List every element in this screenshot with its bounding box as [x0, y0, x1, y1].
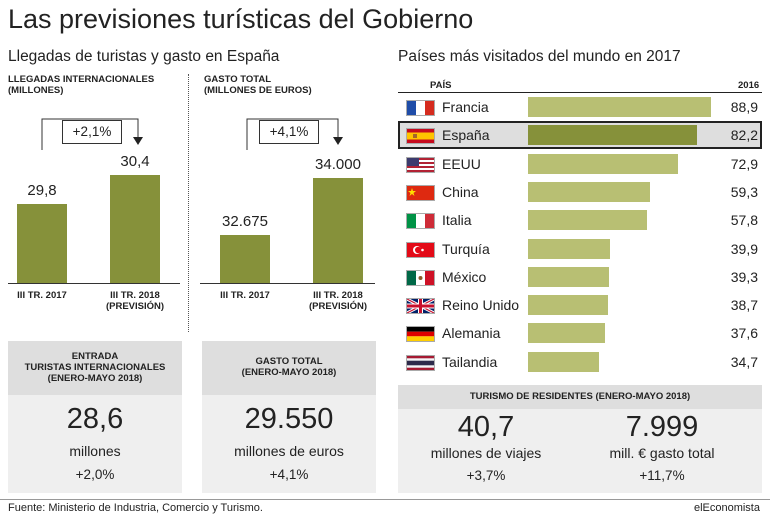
ranking-row: Alemania 37,6 — [398, 319, 762, 348]
ranking-country-label: Alemania — [442, 325, 501, 342]
summary-entrada-change: +2,0% — [75, 467, 115, 482]
column-divider — [188, 74, 189, 332]
page-title: Las previsiones turísticas del Gobierno — [8, 4, 474, 34]
summary-gasto-change: +4,1% — [269, 467, 309, 482]
ranking-row: Italia 57,8 — [398, 206, 762, 235]
chart-gasto-bar-2017 — [220, 235, 270, 283]
chart-llegadas-bar-2018 — [110, 175, 160, 283]
ranking-row: México 39,3 — [398, 262, 762, 291]
ranking-bar — [528, 238, 611, 259]
ranking-row: China 59,3 — [398, 177, 762, 206]
chart-gasto-title: GASTO TOTAL (MILLONES DE EUROS) — [204, 74, 312, 96]
ranking-bar — [528, 351, 600, 372]
ranking-value-label: 72,9 — [730, 155, 758, 172]
summary-gasto-title: GASTO TOTAL (ENERO-MAYO 2018) — [241, 356, 337, 378]
summary-gasto: GASTO TOTAL (ENERO-MAYO 2018) 29.550 mil… — [202, 341, 376, 493]
ranking-bar — [528, 153, 679, 174]
summary-gastototal-unit: mill. € gasto total — [609, 445, 715, 461]
chart-llegadas-baseline — [8, 283, 180, 284]
ranking-bar — [528, 125, 698, 146]
summary-entrada-title: ENTRADA TURISTAS INTERNACIONALES (ENERO-… — [24, 351, 166, 384]
summary-residentes-title: TURISMO DE RESIDENTES (ENERO-MAYO 2018) — [469, 391, 691, 402]
chart-gasto-xlabel-2018: III TR. 2018 (PREVISIÓN) — [308, 290, 368, 312]
summary-viajes-change: +3,7% — [466, 468, 506, 483]
ranking-bar — [528, 266, 609, 287]
ranking-bar — [528, 181, 651, 202]
germany-flag-icon — [406, 326, 435, 343]
chart-llegadas-title: LLEGADAS INTERNACIONALES (MILLONES) — [8, 74, 155, 96]
ranking-row: Tailandia 34,7 — [398, 347, 762, 376]
chart-gasto-value-2018: 34.000 — [315, 156, 361, 173]
ranking-value-label: 37,6 — [730, 325, 758, 342]
chart-llegadas-bar-2017 — [17, 204, 67, 283]
ranking-header-country: PAÍS — [430, 80, 452, 91]
ranking-country-label: España — [442, 127, 490, 144]
ranking-country-label: Turquía — [442, 240, 490, 257]
chart-llegadas-change: +2,1% — [62, 120, 122, 144]
source-note: Fuente: Ministerio de Industria, Comerci… — [8, 502, 263, 514]
chart-gasto-xlabel-2017: III TR. 2017 — [220, 290, 270, 301]
ranking-value-label: 39,3 — [730, 268, 758, 285]
france-flag-icon — [406, 100, 435, 116]
ranking-bar — [528, 295, 608, 316]
chart-gasto-connector — [246, 118, 343, 150]
ranking-country-label: EEUU — [442, 155, 481, 172]
ranking-country-label: Tailandia — [442, 353, 498, 370]
chart-llegadas-value-2018: 30,4 — [120, 153, 150, 170]
mexico-flag-icon — [406, 269, 435, 286]
usa-flag-icon — [406, 156, 435, 173]
summary-gastototal-value: 7.999 — [625, 411, 699, 443]
summary-gastototal-change: +11,7% — [639, 468, 685, 483]
ranking-row: España 82,2 — [398, 121, 762, 150]
chart-gasto-baseline — [200, 283, 375, 284]
summary-entrada-value: 28,6 — [66, 403, 124, 435]
ranking-value-label: 82,2 — [730, 127, 758, 144]
chart-llegadas-xlabel-2018: III TR. 2018 (PREVISIÓN) — [105, 290, 165, 312]
ranking-row: EEUU 72,9 — [398, 149, 762, 178]
thailand-flag-icon — [406, 354, 435, 371]
ranking-value-label: 88,9 — [730, 99, 758, 115]
ranking-bar — [528, 323, 606, 344]
brand-logo: elEconomista — [693, 502, 760, 514]
ranking-value-label: 38,7 — [730, 297, 758, 314]
ranking-value-label: 39,9 — [730, 240, 758, 257]
turkey-flag-icon — [406, 241, 435, 258]
ranking-value-label: 57,8 — [730, 212, 758, 229]
chart-gasto-value-2017: 32.675 — [222, 213, 268, 230]
ranking-header-rule — [398, 92, 762, 93]
ranking-value-label: 34,7 — [730, 353, 758, 370]
summary-entrada: ENTRADA TURISTAS INTERNACIONALES (ENERO-… — [8, 341, 182, 493]
chart-gasto-bar-2018 — [313, 178, 363, 283]
italy-flag-icon — [406, 213, 435, 230]
summary-entrada-unit: millones — [69, 443, 121, 459]
footer-rule — [0, 499, 770, 500]
ranking-row: Turquía 39,9 — [398, 234, 762, 263]
summary-gasto-value: 29.550 — [244, 403, 334, 435]
ranking-row: Reino Unido 38,7 — [398, 291, 762, 320]
right-subtitle: Países más visitados del mundo en 2017 — [398, 48, 681, 65]
chart-llegadas-value-2017: 29,8 — [27, 182, 57, 199]
ranking-bar — [528, 210, 647, 231]
china-flag-icon — [406, 184, 435, 201]
summary-viajes-unit: millones de viajes — [430, 445, 542, 461]
ranking-country-label: Reino Unido — [442, 297, 520, 314]
summary-gasto-unit: millones de euros — [234, 443, 344, 459]
uk-flag-icon — [406, 297, 435, 315]
chart-gasto-change: +4,1% — [259, 120, 319, 144]
ranking-country-label: México — [442, 268, 487, 285]
ranking-country-label: Francia — [442, 99, 489, 115]
ranking-row: Francia 88,9 — [398, 93, 762, 121]
chart-llegadas-xlabel-2017: III TR. 2017 — [17, 290, 67, 301]
summary-residentes: TURISMO DE RESIDENTES (ENERO-MAYO 2018) … — [398, 385, 762, 493]
summary-viajes-value: 40,7 — [457, 411, 515, 443]
ranking-country-label: China — [442, 183, 479, 200]
ranking-header-year: 2016 — [738, 80, 760, 91]
ranking-bar — [528, 97, 711, 117]
chart-llegadas-connector — [41, 118, 143, 150]
left-subtitle: Llegadas de turistas y gasto en España — [8, 48, 280, 65]
spain-flag-icon — [406, 128, 435, 145]
ranking-country-label: Italia — [442, 212, 472, 229]
ranking-value-label: 59,3 — [730, 183, 758, 200]
